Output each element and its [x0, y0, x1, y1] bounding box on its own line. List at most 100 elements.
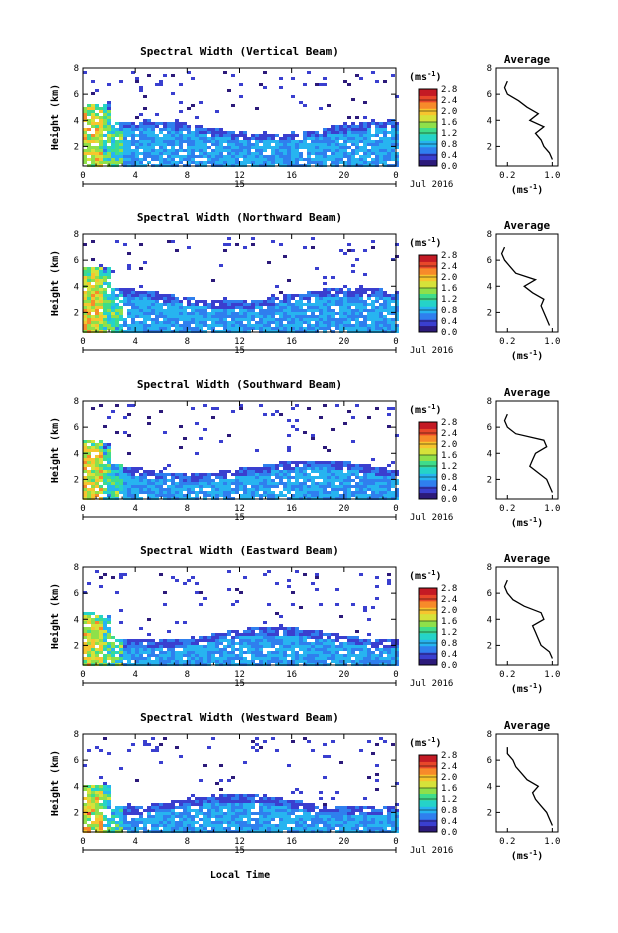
- heatmap-cell: [291, 146, 295, 149]
- heatmap-cell: [103, 104, 107, 107]
- heatmap-cell: [223, 476, 227, 479]
- heatmap-cell: [363, 273, 367, 276]
- heatmap-cell: [107, 104, 111, 107]
- heatmap-cell: [211, 491, 215, 494]
- heatmap-cell: [311, 630, 315, 633]
- heatmap-cell: [143, 261, 147, 264]
- heatmap-cell: [235, 470, 239, 473]
- heatmap-cell: [91, 660, 95, 663]
- heatmap-cell: [207, 327, 211, 330]
- heatmap-cell: [331, 128, 335, 131]
- heatmap-cell: [367, 642, 371, 645]
- heatmap-cell: [327, 324, 331, 327]
- heatmap-cell: [223, 470, 227, 473]
- heatmap-cell: [235, 137, 239, 140]
- heatmap-cell: [335, 651, 339, 654]
- heatmap-cell: [371, 467, 375, 470]
- heatmap-cell: [163, 158, 167, 161]
- heatmap-cell: [139, 479, 143, 482]
- heatmap-cell: [103, 291, 107, 294]
- heatmap-cell: [83, 131, 87, 134]
- heatmap-cell: [259, 806, 263, 809]
- heatmap-cell: [299, 152, 303, 155]
- heatmap-cell: [267, 312, 271, 315]
- heatmap-cell: [95, 443, 99, 446]
- heatmap-cell: [347, 639, 351, 642]
- heatmap-cell: [135, 128, 139, 131]
- heatmap-cell: [263, 131, 267, 134]
- heatmap-cell: [143, 119, 147, 122]
- heatmap-cell: [227, 654, 231, 657]
- heatmap-cell: [159, 812, 163, 815]
- heatmap-cell: [303, 651, 307, 654]
- heatmap-cell: [111, 821, 115, 824]
- heatmap-cell: [243, 479, 247, 482]
- heatmap-cell: [215, 143, 219, 146]
- heatmap-cell: [231, 630, 235, 633]
- heatmap-cell: [107, 155, 111, 158]
- heatmap-cell: [235, 152, 239, 155]
- heatmap-cell: [339, 473, 343, 476]
- heatmap-cell: [319, 482, 323, 485]
- heatmap-cell: [231, 815, 235, 818]
- heatmap-cell: [215, 809, 219, 812]
- heatmap-cell: [323, 633, 327, 636]
- heatmap-cell: [187, 297, 191, 300]
- heatmap-cell: [239, 821, 243, 824]
- heatmap-cell: [147, 327, 151, 330]
- heatmap-cell: [99, 791, 103, 794]
- heatmap-cell: [91, 270, 95, 273]
- heatmap-cell: [343, 491, 347, 494]
- heatmap-cell: [263, 467, 267, 470]
- heatmap-cell: [139, 657, 143, 660]
- heatmap-cell: [103, 288, 107, 291]
- heatmap-cell: [107, 276, 111, 279]
- heatmap-cell: [111, 660, 115, 663]
- heatmap-cell: [255, 473, 259, 476]
- heatmap-cell: [295, 309, 299, 312]
- heatmap-cell: [203, 815, 207, 818]
- heatmap-cell: [83, 615, 87, 618]
- heatmap-cell: [111, 576, 115, 579]
- heatmap-cell: [391, 461, 395, 464]
- heatmap-cell: [379, 161, 383, 164]
- heatmap-cell: [363, 161, 367, 164]
- heatmap-cell: [187, 654, 191, 657]
- heatmap-cell: [167, 464, 171, 467]
- heatmap-cell: [99, 443, 103, 446]
- heatmap-cell: [383, 125, 387, 128]
- heatmap-cell: [103, 785, 107, 788]
- heatmap-cell: [355, 125, 359, 128]
- heatmap-cell: [259, 137, 263, 140]
- heatmap-cell: [171, 648, 175, 651]
- colorbar-tick-label: 1.2: [441, 462, 457, 472]
- heatmap-cell: [123, 318, 127, 321]
- heatmap-cell: [103, 279, 107, 282]
- heatmap-cell: [111, 657, 115, 660]
- heatmap-cell: [187, 809, 191, 812]
- heatmap-cell: [115, 815, 119, 818]
- heatmap-cell: [251, 651, 255, 654]
- heatmap-cell: [111, 654, 115, 657]
- heatmap-cell: [159, 128, 163, 131]
- heatmap-cell: [83, 809, 87, 812]
- heatmap-cell: [379, 297, 383, 300]
- heatmap-cell: [351, 327, 355, 330]
- heatmap-cell: [131, 824, 135, 827]
- heatmap-cell: [251, 237, 255, 240]
- heatmap-cell: [323, 143, 327, 146]
- heatmap-cell: [371, 149, 375, 152]
- x-tick-label: 8: [185, 337, 190, 347]
- heatmap-cell: [383, 318, 387, 321]
- heatmap-cell: [311, 651, 315, 654]
- panel-title: Spectral Width (Southward Beam): [137, 378, 342, 391]
- heatmap-cell: [363, 464, 367, 467]
- average-y-tick-label: 8: [487, 230, 492, 240]
- heatmap-cell: [147, 482, 151, 485]
- heatmap-cell: [243, 645, 247, 648]
- heatmap-cell: [83, 306, 87, 309]
- heatmap-cell: [123, 300, 127, 303]
- heatmap-cell: [147, 155, 151, 158]
- heatmap-cell: [199, 476, 203, 479]
- heatmap-cell: [191, 158, 195, 161]
